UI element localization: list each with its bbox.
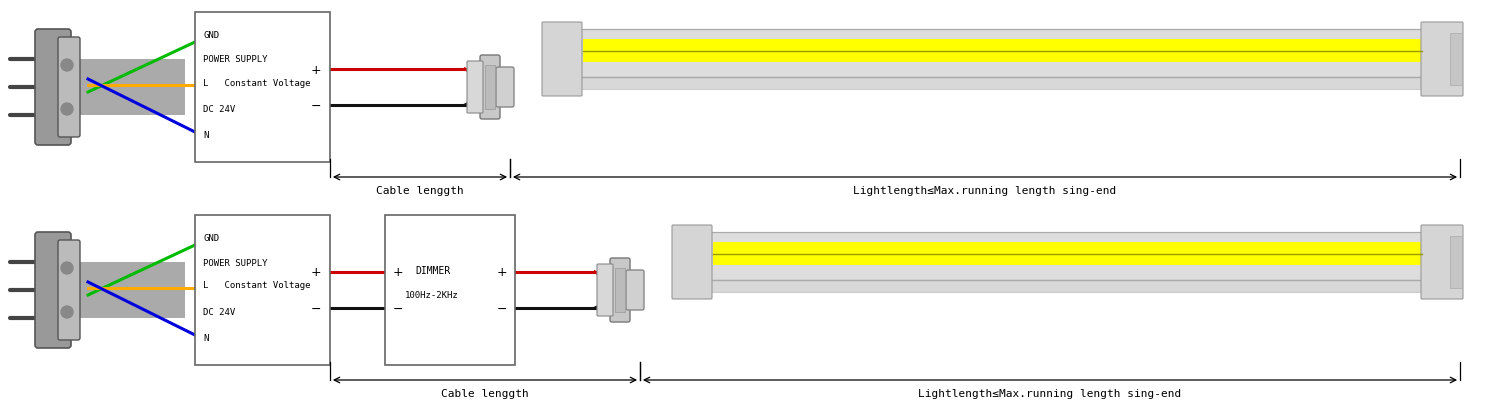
Text: +: + [393, 266, 404, 279]
Circle shape [62, 104, 74, 116]
FancyBboxPatch shape [615, 269, 626, 312]
FancyBboxPatch shape [58, 38, 80, 138]
Bar [386, 215, 514, 365]
FancyBboxPatch shape [1420, 23, 1462, 97]
FancyBboxPatch shape [1420, 226, 1462, 299]
Bar [710, 232, 1426, 280]
Bar [579, 78, 1426, 90]
Text: L   Constant Voltage: L Constant Voltage [202, 281, 310, 290]
Bar [712, 243, 1422, 265]
FancyBboxPatch shape [496, 68, 514, 108]
FancyBboxPatch shape [626, 270, 644, 310]
FancyBboxPatch shape [610, 258, 630, 322]
Text: Lightlength≤Max.running length sing-end: Lightlength≤Max.running length sing-end [853, 185, 1116, 196]
Text: 100Hz-2KHz: 100Hz-2KHz [405, 291, 459, 300]
Bar [195, 13, 330, 162]
Text: N: N [202, 131, 208, 140]
Text: DC 24V: DC 24V [202, 308, 236, 317]
Bar [710, 232, 1426, 244]
Circle shape [62, 262, 74, 274]
FancyBboxPatch shape [34, 232, 70, 348]
Text: −: − [310, 99, 321, 112]
Bar [78, 262, 184, 318]
Circle shape [62, 60, 74, 72]
Text: POWER SUPPLY: POWER SUPPLY [202, 55, 267, 64]
Text: +: + [496, 266, 507, 279]
Bar [78, 60, 184, 116]
Text: POWER SUPPLY: POWER SUPPLY [202, 258, 267, 267]
Bar [579, 30, 1426, 42]
Bar [1450, 34, 1462, 86]
Text: L   Constant Voltage: L Constant Voltage [202, 78, 310, 87]
FancyBboxPatch shape [34, 30, 70, 146]
Bar [579, 30, 1426, 78]
Text: Cable lenggth: Cable lenggth [376, 185, 464, 196]
Bar [1450, 237, 1462, 288]
FancyBboxPatch shape [672, 226, 712, 299]
Text: −: − [496, 302, 507, 315]
Bar [195, 215, 330, 365]
Text: Lightlength≤Max.running length sing-end: Lightlength≤Max.running length sing-end [918, 388, 1182, 398]
FancyBboxPatch shape [480, 56, 500, 120]
FancyBboxPatch shape [484, 66, 495, 110]
Text: Cable lenggth: Cable lenggth [441, 388, 530, 398]
FancyBboxPatch shape [597, 264, 613, 316]
Text: GND: GND [202, 32, 219, 40]
Bar [710, 280, 1426, 292]
Text: DC 24V: DC 24V [202, 105, 236, 114]
Text: N: N [202, 334, 208, 343]
FancyBboxPatch shape [542, 23, 582, 97]
Bar [584, 40, 1422, 63]
FancyBboxPatch shape [466, 62, 483, 114]
Text: DIMMER: DIMMER [416, 265, 450, 275]
Text: −: − [310, 302, 321, 315]
Text: +: + [310, 63, 321, 76]
FancyBboxPatch shape [58, 241, 80, 340]
Text: GND: GND [202, 234, 219, 243]
Text: −: − [393, 302, 404, 315]
Text: +: + [310, 266, 321, 279]
Circle shape [62, 306, 74, 318]
